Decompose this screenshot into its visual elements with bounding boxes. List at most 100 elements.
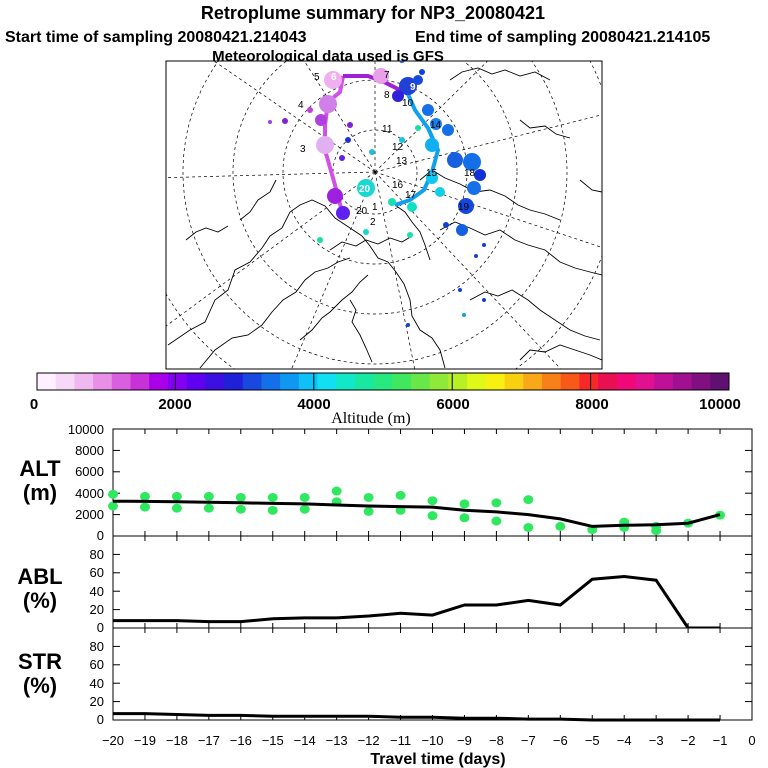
chart-title: Retroplume summary for NP3_20080421 xyxy=(201,3,545,23)
svg-text:7: 7 xyxy=(384,70,390,81)
str-ytick: 20 xyxy=(90,694,104,709)
alt-scatter-point xyxy=(139,491,150,501)
x-tick-label: −11 xyxy=(390,733,411,748)
x-tick-label: −10 xyxy=(421,733,443,748)
x-tick-label: −4 xyxy=(617,733,632,748)
alt-scatter-point xyxy=(555,521,566,531)
colorbar-cell xyxy=(541,373,562,390)
alt-scatter-point xyxy=(235,504,246,514)
str-panel: STR (%) 80 60 40 20 0 xyxy=(18,627,753,727)
coastlines xyxy=(167,67,602,369)
colorbar-cell xyxy=(242,373,262,390)
alt-scatter-point xyxy=(395,490,406,500)
colorbar-cell xyxy=(616,373,636,390)
colorbar-cell xyxy=(504,373,524,390)
colorbar-cell xyxy=(74,373,94,390)
polar-map: 1 2 3 4 5 6 7 8 9 10 11 12 13 14 15 16 1… xyxy=(165,60,603,370)
x-tick-label: −8 xyxy=(489,733,504,748)
svg-text:5: 5 xyxy=(314,72,320,83)
alt-line xyxy=(112,499,721,528)
colorbar-cell xyxy=(523,373,543,390)
svg-text:4: 4 xyxy=(298,100,304,111)
svg-text:8: 8 xyxy=(384,90,390,101)
colorbar-cell xyxy=(111,373,132,390)
x-tick-label: −17 xyxy=(198,733,220,748)
alt-scatter xyxy=(108,486,726,536)
abl-unit: (%) xyxy=(23,588,57,613)
svg-text:19: 19 xyxy=(458,202,470,213)
end-time-label: End time of sampling 20080421.214105 xyxy=(415,29,710,46)
alt-scatter-point xyxy=(235,492,246,502)
alt-ytick: 0 xyxy=(97,528,104,543)
str-unit: (%) xyxy=(23,673,57,698)
plume-markers xyxy=(268,61,486,327)
alt-scatter-point xyxy=(171,491,182,501)
svg-text:20: 20 xyxy=(359,184,371,195)
alt-ytick: 4000 xyxy=(75,486,104,501)
alt-scatter-point xyxy=(108,489,118,499)
colorbar-cell xyxy=(261,373,281,390)
svg-text:3: 3 xyxy=(300,144,306,155)
x-axis-label: Travel time (days) xyxy=(370,751,505,768)
alt-panel: ALT (m) 10000 8000 6000 4000 2000 0 xyxy=(19,422,753,543)
x-tick-label: −7 xyxy=(521,733,536,748)
colorbar-cell xyxy=(448,373,468,390)
svg-text:17: 17 xyxy=(405,190,417,201)
x-tick-label: −20 xyxy=(102,733,124,748)
svg-text:2: 2 xyxy=(370,217,376,228)
colorbar-cell xyxy=(37,373,57,390)
colorbar-tick: 4000 xyxy=(297,396,330,413)
str-ytick: 60 xyxy=(90,657,104,672)
colorbar-cell xyxy=(224,373,244,390)
alt-scatter-point xyxy=(651,526,662,536)
trajectory-blue xyxy=(394,93,441,207)
colorbar-cell xyxy=(710,373,730,390)
colorbar-cell xyxy=(55,373,75,390)
alt-scatter-point xyxy=(523,522,534,532)
alt-scatter-point xyxy=(299,504,310,514)
str-panel-frame xyxy=(112,627,753,721)
abl-panel: ABL (%) 80 60 40 20 0 xyxy=(17,535,753,635)
colorbar-cell xyxy=(317,373,337,390)
alt-scatter-point xyxy=(203,491,214,501)
str-ytick: 0 xyxy=(97,712,104,727)
svg-text:18: 18 xyxy=(464,168,476,179)
alt-ytick: 6000 xyxy=(75,464,104,479)
alt-scatter-point xyxy=(459,499,470,509)
colorbar-cell xyxy=(280,373,300,390)
colorbar-cell xyxy=(672,373,693,390)
colorbar-cell xyxy=(411,373,431,390)
svg-text:10: 10 xyxy=(402,98,414,109)
alt-scatter-point xyxy=(299,492,310,502)
meridians xyxy=(166,61,602,369)
x-tick-label: −3 xyxy=(649,733,664,748)
alt-scatter-point xyxy=(523,495,534,505)
colorbar-cell xyxy=(354,373,375,390)
svg-text:15: 15 xyxy=(426,168,438,179)
svg-text:6: 6 xyxy=(331,72,337,83)
alt-scatter-point xyxy=(267,492,278,502)
colorbar-tick: 0 xyxy=(30,396,38,413)
start-time-label: Start time of sampling 20080421.214043 xyxy=(5,29,307,46)
svg-text:1: 1 xyxy=(372,202,378,213)
svg-text:16: 16 xyxy=(392,180,404,191)
colorbar-cell xyxy=(560,373,580,390)
alt-scatter-point xyxy=(203,503,214,513)
colorbar-cell xyxy=(373,373,393,390)
alt-scatter-point xyxy=(139,502,150,512)
abl-line xyxy=(113,574,720,630)
x-tick-label: 0 xyxy=(748,733,755,748)
colorbar-cell xyxy=(186,373,206,390)
x-tick-label: −12 xyxy=(358,733,380,748)
colorbar-cell xyxy=(691,373,711,390)
alt-scatter-point xyxy=(427,496,438,506)
x-tick-label: −2 xyxy=(681,733,696,748)
svg-text:9: 9 xyxy=(410,82,416,93)
colorbar-tick: 10000 xyxy=(699,396,741,413)
alt-unit: (m) xyxy=(23,480,57,505)
alt-scatter-point xyxy=(363,492,374,502)
colorbar-label: Altitude (m) xyxy=(331,410,411,427)
x-tick-label: −18 xyxy=(166,733,188,748)
colorbar-cell xyxy=(467,373,487,390)
colorbar-cell xyxy=(598,373,618,390)
